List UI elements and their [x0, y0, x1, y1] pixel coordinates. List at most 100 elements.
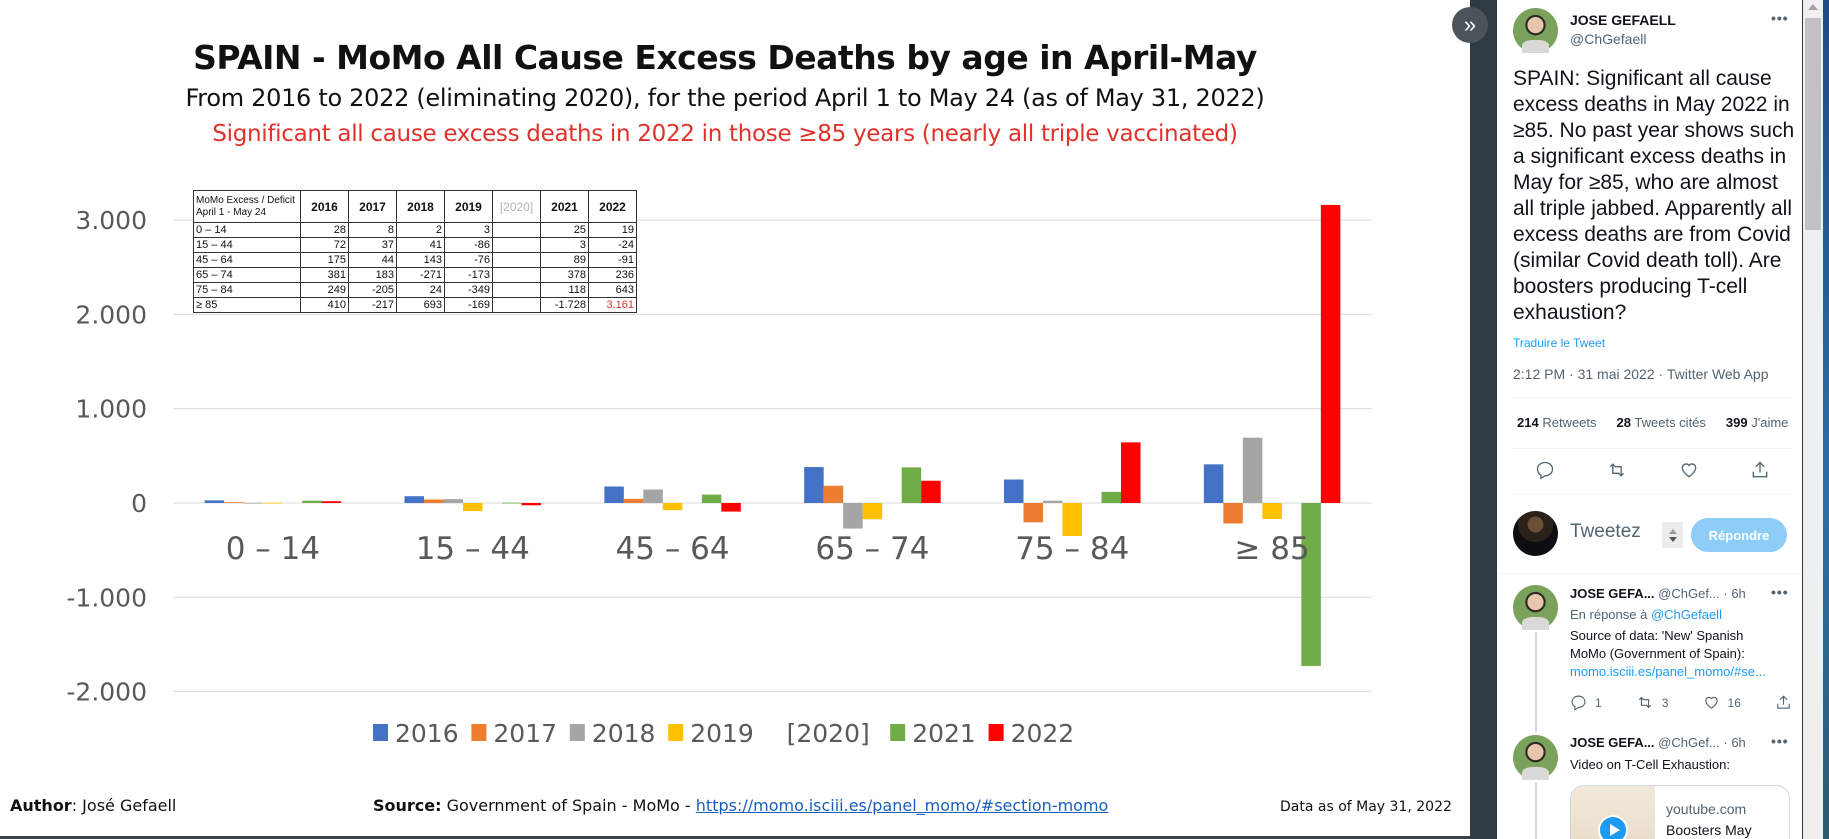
card-domain: youtube.com [1666, 801, 1747, 817]
category-label: ≥ 85 [1234, 531, 1309, 567]
more-options-icon[interactable]: ••• [1771, 584, 1789, 600]
heart-icon [1681, 463, 1697, 478]
quote-tweets-stat[interactable]: 28 Tweets cités [1616, 415, 1706, 430]
source-label: Source: [373, 796, 442, 815]
table-age-cell: 65 – 74 [193, 267, 301, 283]
table-cell: 381 [300, 267, 349, 283]
reply-author-handle[interactable]: @ChGef... [1658, 586, 1720, 601]
bar-2022-5 [1320, 204, 1341, 503]
retweets-stat[interactable]: 214 Retweets [1517, 415, 1597, 430]
chart-title: SPAIN - MoMo All Cause Excess Deaths by … [193, 38, 1257, 77]
reply-actions: 1 3 16 [1570, 694, 1792, 711]
reply-author-name[interactable]: JOSE GEFA... [1570, 586, 1655, 601]
retweet-button[interactable] [1606, 460, 1628, 480]
scrollbar-thumb[interactable] [1805, 18, 1821, 230]
reply-time[interactable]: · 6h [1723, 735, 1746, 750]
bar-2022-0 [321, 501, 342, 503]
table-cell [492, 252, 541, 268]
reply-text-line: Source of data: 'New' Spanish [1570, 628, 1744, 643]
table-row: 0 – 14 28 8 2 3 25 19 [193, 222, 637, 238]
tweet-author-name[interactable]: JOSE GEFAELL [1570, 12, 1676, 28]
retweet-button[interactable]: 3 [1636, 694, 1669, 711]
table-row: 65 – 74 381 183 -271 -173 378 236 [193, 267, 637, 283]
reply-author-name[interactable]: JOSE GEFA... [1570, 735, 1655, 750]
tweet-stats: 214 Retweets 28 Tweets cités 399 J'aime [1517, 415, 1788, 430]
tweet-author-handle[interactable]: @ChGefaell [1570, 31, 1647, 47]
more-options-icon[interactable]: ••• [1771, 10, 1789, 26]
like-button[interactable] [1679, 460, 1699, 480]
divider [1513, 494, 1792, 495]
scrollbar[interactable] [1803, 0, 1823, 839]
reply-icon [1571, 695, 1586, 711]
table-cell: 41 [396, 237, 445, 253]
likes-stat[interactable]: 399 J'aime [1725, 415, 1789, 430]
retweet-count: 3 [1661, 695, 1669, 710]
source-link[interactable]: https://momo.isciii.es/panel_momo/#secti… [695, 796, 1109, 815]
scroll-up-arrow-icon[interactable] [1808, 4, 1818, 10]
table-cell: 236 [588, 267, 637, 283]
translate-tweet-link[interactable]: Traduire le Tweet [1513, 336, 1606, 350]
reply-author-handle[interactable]: @ChGef... [1658, 735, 1720, 750]
share-button[interactable] [1775, 694, 1792, 711]
bar-2022-4 [1121, 442, 1141, 503]
reply-button[interactable]: 1 [1570, 694, 1602, 711]
y-tick-label: 3.000 [75, 206, 147, 235]
legend-swatch [988, 724, 1004, 741]
spin-down-icon [1668, 536, 1677, 542]
reply-icon [1536, 461, 1554, 480]
reply-count: 1 [1595, 695, 1602, 710]
legend-label: 2018 [592, 719, 656, 748]
category-label: 0 – 14 [226, 531, 320, 567]
table-cell: 3 [444, 222, 493, 238]
y-tick-label: 0 [131, 489, 147, 518]
in-reply-to-link[interactable]: @ChGefaell [1650, 607, 1722, 622]
table-cell: 8 [348, 222, 397, 238]
bottom-strip [0, 836, 1470, 839]
like-button[interactable]: 16 [1703, 694, 1741, 711]
double-chevron-right-icon: » [1463, 12, 1477, 37]
bar-2021-5 [1301, 503, 1321, 666]
expand-panel-button[interactable]: » [1452, 7, 1488, 43]
table-cell: 693 [396, 297, 445, 313]
bar-2016-0 [204, 500, 225, 503]
share-button[interactable] [1750, 460, 1770, 480]
spin-control[interactable] [1662, 522, 1683, 548]
table-cell: 118 [540, 282, 589, 298]
reply-submit-button[interactable]: Répondre [1691, 518, 1787, 552]
table-header-row: MoMo Excess / Deficit April 1 - May 24 2… [193, 190, 637, 223]
more-options-icon[interactable]: ••• [1771, 733, 1789, 749]
table-cell: 44 [348, 252, 397, 268]
table-cell: -173 [444, 267, 493, 283]
footer-source: Source: Government of Spain - MoMo - htt… [373, 796, 1108, 815]
tweet-timestamp[interactable]: 2:12 PM · 31 mai 2022 · Twitter Web App [1513, 366, 1769, 382]
reply-button[interactable] [1535, 460, 1555, 480]
desktop-background [1823, 0, 1829, 839]
heart-icon [1704, 696, 1718, 709]
table-cell: 28 [300, 222, 349, 238]
author-avatar[interactable] [1513, 8, 1558, 53]
bar-2018-4 [1043, 500, 1063, 503]
table-cell: -349 [444, 282, 493, 298]
category-label: 15 – 44 [416, 531, 530, 567]
retweet-icon [1609, 463, 1625, 477]
bar-2022-2 [721, 503, 741, 512]
legend-label: 2019 [690, 719, 754, 748]
table-cell: -271 [396, 267, 445, 283]
table-cell: 2 [396, 222, 445, 238]
reply-avatar[interactable] [1513, 735, 1558, 780]
bar-2019-0 [263, 502, 283, 504]
reply-link[interactable]: momo.isciii.es/panel_momo/#se... [1570, 664, 1766, 679]
bar-2016-4 [1004, 479, 1024, 503]
legend-swatch [668, 724, 684, 741]
reply-time[interactable]: · 6h [1723, 586, 1746, 601]
table-cell: -86 [444, 237, 493, 253]
link-card[interactable]: youtube.com Boosters May [1570, 785, 1790, 839]
table-cell: 19 [588, 222, 637, 238]
play-icon[interactable] [1598, 815, 1628, 839]
reply-input[interactable]: Tweetez [1570, 521, 1641, 542]
bar-2019-3 [862, 503, 883, 520]
reply-avatar[interactable] [1513, 585, 1558, 630]
table-cell: 24 [396, 282, 445, 298]
spin-up-icon [1668, 528, 1677, 534]
